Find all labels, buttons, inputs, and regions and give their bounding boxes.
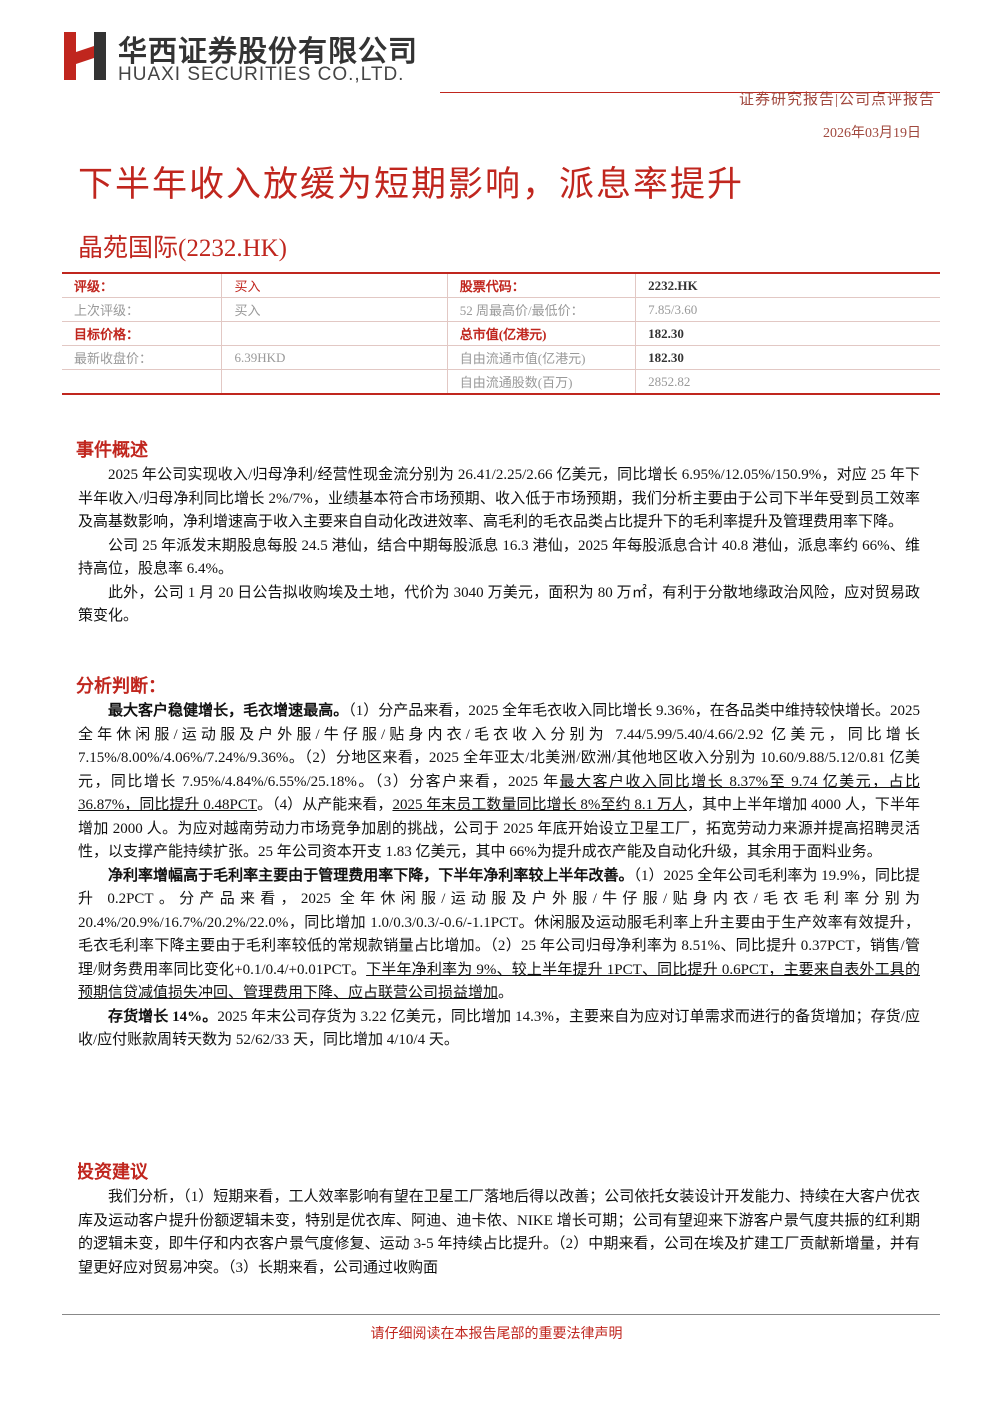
rating-table: 评级： 买入 股票代码： 2232.HK 上次评级： 买入 52 周最高价/最低价： 7.85…	[62, 272, 940, 395]
table-cell	[62, 369, 223, 395]
text-run: 我们分析，（1）短期来看，工人效率影响有望在卫星工厂落地后得以改善；公司依托女装…	[78, 1189, 920, 1276]
table-cell: 评级：	[62, 273, 223, 298]
paragraph: 最大客户稳健增长，毛衣增速最高。（1）分产品来看，2025 全年毛衣收入同比增长…	[78, 700, 920, 865]
table-cell: 2232.HK	[635, 273, 940, 298]
header-rule	[440, 92, 940, 93]
bold-run: 净利率增幅高于毛利率主要由于管理费用率下降，下半年净利率较上半年改善。	[108, 867, 634, 884]
stock-name: 晶苑国际(2232.HK)	[78, 235, 288, 262]
company-cn: 华西证券股份有限公司	[118, 36, 419, 68]
text-run: （1）分产品来看，2025 全年毛衣收入同比增长 9.36%，在各品类中维持较快…	[78, 703, 920, 790]
section: 事件概述 2025 年公司实现收入/归母净利/经营性现金流分别为 26.41/2.…	[76, 436, 920, 629]
underlined-run: 最大客户收入同比增长 8.37%至 9.74 亿美元，占比 36.87%，同比提…	[78, 773, 920, 814]
footer: 请仔细阅读在本报告尾部的重要法律声明	[370, 1327, 623, 1342]
table-cell: 上次评级：	[62, 297, 223, 322]
logo	[64, 32, 106, 80]
table-cell: 182.30	[635, 345, 940, 370]
section-heading: 投资建议	[78, 1162, 148, 1182]
text-run: 2025 年公司实现收入/归母净利/经营性现金流分别为 26.41/2.25/2…	[78, 467, 920, 530]
table-cell: 买入	[221, 273, 448, 298]
table-cell: 总市值(亿港元)	[447, 321, 637, 346]
text-run: ，其中上半年增加 4000 人，下半年增加 2000 人。为应对越南劳动力市场竞…	[78, 797, 920, 860]
footer-rule	[62, 1314, 940, 1315]
table-cell: 自由流通股数(百万)	[447, 369, 637, 395]
paragraph: 净利率增幅高于毛利率主要由于管理费用率下降，下半年净利率较上半年改善。（1）20…	[78, 865, 920, 1006]
text-run: 公司 25 年派发末期股息每股 24.5 港仙，结合中期每股派息 16.3 港仙…	[78, 537, 920, 578]
report-date: 2026年03月19日	[823, 126, 921, 141]
table-row: 目标价格： 总市值(亿港元) 182.30	[62, 321, 940, 346]
table-cell: 目标价格：	[62, 321, 223, 346]
section-heading: 事件概述	[76, 440, 148, 460]
bold-run: 存货增长 14%。	[108, 1008, 218, 1025]
report-title: 下半年收入放缓为短期影响，派息率提升	[78, 165, 745, 204]
table-cell	[221, 321, 448, 346]
table-cell: 7.85/3.60	[635, 297, 940, 322]
table-cell: 6.39HKD	[221, 345, 448, 370]
paragraph: 2025 年公司实现收入/归母净利/经营性现金流分别为 26.41/2.25/2…	[78, 464, 920, 535]
section: 分析判断： 最大客户稳健增长，毛衣增速最高。（1）分产品来看，2025 全年毛衣收…	[76, 672, 920, 1053]
table-row: 最新收盘价： 6.39HKD 自由流通市值(亿港元) 182.30	[62, 345, 940, 370]
table-cell	[221, 369, 448, 395]
paragraph: 公司 25 年派发末期股息每股 24.5 港仙，结合中期每股派息 16.3 港仙…	[78, 535, 920, 582]
text-run: （1）2025 全年公司毛利率为 19.9%，同比提升 0.2PCT。分产品来看…	[78, 867, 920, 978]
table-row: 上次评级： 买入 52 周最高价/最低价： 7.85/3.60	[62, 297, 940, 322]
report-type: 证券研究报告|公司点评报告	[738, 92, 935, 108]
table-cell: 最新收盘价：	[62, 345, 223, 370]
text-run: 。	[498, 985, 514, 1001]
section: 投资建议我们分析，（1）短期来看，工人效率影响有望在卫星工厂落地后得以改善；公司…	[78, 1158, 920, 1308]
text-run: 2025 年末公司存货为 3.22 亿美元，同比增加 14.3%，主要来自为应对…	[78, 1008, 920, 1049]
section-heading: 分析判断：	[76, 676, 166, 696]
text-run: 。（4）从产能来看，	[257, 797, 393, 813]
table-cell: 自由流通市值(亿港元)	[447, 345, 637, 370]
paragraph: 我们分析，（1）短期来看，工人效率影响有望在卫星工厂落地后得以改善；公司依托女装…	[78, 1186, 920, 1280]
table-cell: 52 周最高价/最低价：	[447, 297, 637, 322]
bold-run: 最大客户稳健增长，毛衣增速最高。	[108, 703, 349, 719]
table-cell: 182.30	[635, 321, 940, 346]
table-row: 评级： 买入 股票代码： 2232.HK	[62, 273, 940, 298]
table-cell: 买入	[221, 297, 448, 322]
paragraph: 此外，公司 1 月 20 日公告拟收购埃及土地，代价为 3040 万美元，面积为…	[78, 582, 920, 629]
paragraph: 存货增长 14%。2025 年末公司存货为 3.22 亿美元，同比增加 14.3…	[78, 1006, 920, 1053]
text-run: 此外，公司 1 月 20 日公告拟收购埃及土地，代价为 3040 万美元，面积为…	[78, 584, 920, 625]
table-cell: 股票代码：	[447, 273, 637, 298]
table-row: 自由流通股数(百万) 2852.82	[62, 369, 940, 395]
underlined-run: 2025 年末员工数量同比增长 8%至约 8.1 万人	[392, 797, 687, 813]
company-en: HUAXI SECURITIES CO.,LTD.	[118, 64, 405, 85]
table-cell: 2852.82	[635, 369, 940, 395]
underlined-run: 下半年净利率为 9%、较上半年提升 1PCT、同比提升 0.6PCT，主要来自表…	[78, 961, 920, 1002]
